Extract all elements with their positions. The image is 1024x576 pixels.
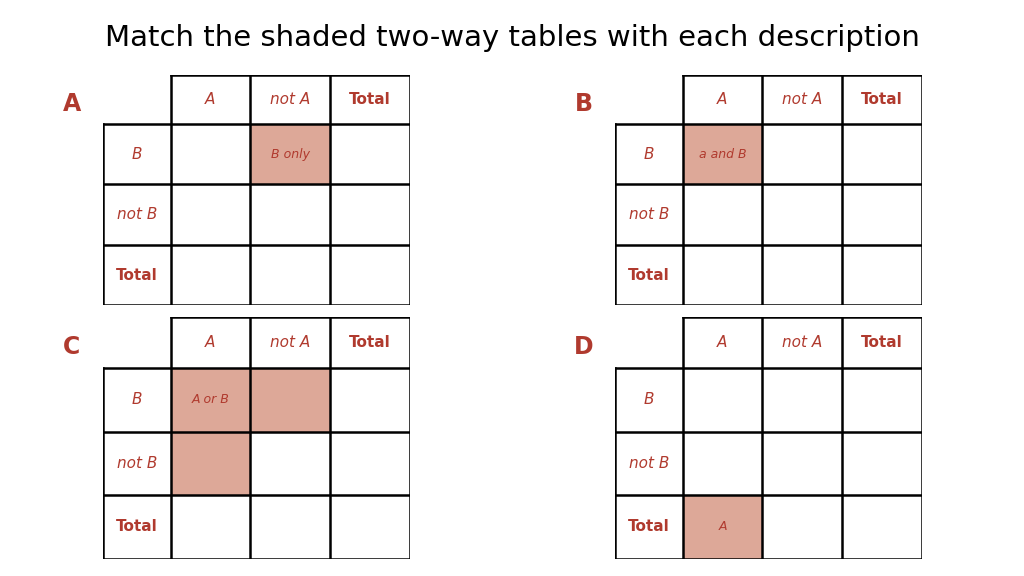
Text: B: B: [574, 92, 593, 116]
Bar: [250, 124, 330, 184]
Text: A: A: [718, 521, 727, 533]
Text: A or B: A or B: [191, 393, 229, 407]
Bar: [171, 368, 250, 431]
Text: B: B: [132, 392, 142, 407]
Bar: [250, 368, 330, 431]
Text: Total: Total: [861, 92, 902, 107]
Text: not A: not A: [270, 335, 310, 350]
Text: D: D: [574, 335, 594, 359]
Text: B only: B only: [270, 147, 309, 161]
Text: Total: Total: [628, 520, 670, 535]
Text: not B: not B: [117, 207, 157, 222]
Text: Total: Total: [349, 335, 390, 350]
Bar: [171, 431, 250, 495]
Text: a and B: a and B: [698, 147, 746, 161]
Text: C: C: [63, 335, 81, 359]
Text: Total: Total: [628, 267, 670, 282]
Text: A: A: [717, 92, 728, 107]
Text: A: A: [62, 92, 81, 116]
Text: B: B: [644, 146, 654, 161]
Text: B: B: [132, 146, 142, 161]
Bar: [683, 124, 762, 184]
Text: A: A: [205, 92, 216, 107]
Text: not B: not B: [117, 456, 157, 471]
Text: A: A: [717, 335, 728, 350]
Text: not B: not B: [629, 456, 669, 471]
Text: not A: not A: [270, 92, 310, 107]
Text: B: B: [644, 392, 654, 407]
Text: not A: not A: [782, 92, 822, 107]
Text: Total: Total: [116, 267, 158, 282]
Text: not A: not A: [782, 335, 822, 350]
Text: Total: Total: [861, 335, 902, 350]
Text: A: A: [205, 335, 216, 350]
Text: Total: Total: [349, 92, 390, 107]
Text: Match the shaded two-way tables with each description: Match the shaded two-way tables with eac…: [104, 24, 920, 52]
Text: not B: not B: [629, 207, 669, 222]
Text: Total: Total: [116, 520, 158, 535]
Bar: [683, 495, 762, 559]
